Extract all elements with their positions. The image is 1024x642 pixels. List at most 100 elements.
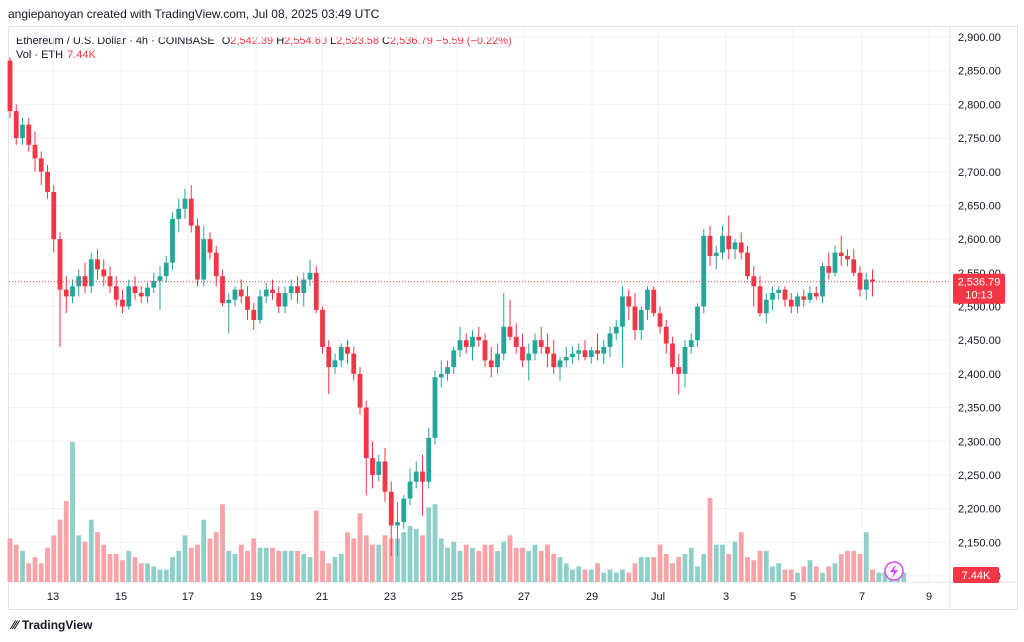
candle-body: [51, 191, 57, 240]
candle: [101, 259, 107, 287]
volume-bar: [413, 529, 419, 582]
volume-bar: [601, 572, 607, 582]
last-price-badge: [953, 273, 1005, 304]
low-value: 2,523.58: [336, 35, 379, 47]
candle-body: [188, 198, 194, 226]
candle: [463, 333, 469, 354]
price-axis: 2,100.002,150.002,200.002,250.002,300.00…: [958, 32, 1001, 583]
candle-body: [813, 293, 819, 297]
volume-bar: [588, 569, 594, 582]
volume-bar: [282, 550, 288, 582]
volume-bar: [745, 557, 750, 582]
candle-body: [320, 309, 325, 347]
price-tick-label: 2,900.00: [958, 32, 1001, 44]
volume-bars: [7, 442, 907, 582]
candle-body: [501, 326, 507, 354]
candle-body: [432, 377, 438, 438]
candle: [807, 286, 813, 304]
candle: [795, 293, 800, 314]
candle-body: [376, 461, 382, 475]
candle-body: [638, 309, 644, 331]
time-tick-label: 25: [451, 591, 463, 603]
candle-body: [257, 296, 263, 320]
candle: [95, 249, 100, 280]
volume-bar: [132, 557, 138, 582]
candle: [726, 215, 732, 260]
candle-body: [207, 239, 213, 253]
candle-body: [707, 235, 713, 256]
volume-bar: [45, 547, 50, 582]
volume-bar: [513, 547, 519, 582]
candle: [245, 286, 250, 320]
candle-body: [795, 296, 800, 307]
candle-body: [170, 218, 175, 263]
volume-bar: [138, 563, 144, 582]
candle-body: [351, 353, 357, 374]
candle-body: [57, 239, 63, 290]
price-tick-label: 2,650.00: [958, 200, 1001, 212]
candle: [145, 282, 150, 304]
candle-body: [607, 333, 613, 347]
candle: [763, 293, 769, 324]
price-tick-label: 2,800.00: [958, 99, 1001, 111]
volume-bar: [345, 532, 350, 582]
candle: [757, 276, 763, 317]
candle-body: [101, 269, 107, 277]
candle-body: [776, 289, 782, 294]
volume-bar: [238, 544, 244, 582]
candle: [607, 326, 613, 358]
time-tick-label: 9: [926, 591, 932, 603]
candle: [801, 289, 807, 307]
volume-bar: [851, 550, 857, 582]
candle: [657, 306, 663, 334]
volume-bar: [676, 557, 682, 582]
candle-body: [457, 340, 463, 351]
volume-bar: [376, 544, 382, 582]
candle: [182, 188, 188, 219]
time-tick-label: 3: [723, 591, 729, 603]
candle-body: [695, 306, 700, 341]
candle: [488, 346, 494, 378]
candle-body: [263, 289, 269, 297]
volume-bar: [263, 547, 269, 582]
volume-legend: Vol · ETH 7.44K: [16, 49, 96, 61]
volume-bar: [488, 544, 494, 582]
volume-bar: [338, 554, 344, 582]
volume-bar: [220, 504, 225, 582]
volume-bar: [832, 563, 838, 582]
volume-bar: [713, 544, 719, 582]
volume-bar: [426, 507, 432, 582]
volume-bar: [32, 557, 38, 582]
candle: [82, 262, 88, 294]
volume-bar: [738, 532, 744, 582]
tradingview-logo[interactable]: ⁄⁄⁄ TradingView: [12, 618, 92, 632]
volume-bar: [395, 538, 400, 582]
lightning-icon[interactable]: [884, 561, 904, 581]
volume-bar: [657, 544, 663, 582]
candle: [295, 276, 300, 304]
candle-body: [363, 407, 369, 459]
candle: [176, 198, 182, 233]
candle: [507, 299, 513, 341]
volume-bar: [613, 572, 619, 582]
candle-body: [563, 357, 569, 361]
grid-lines: [9, 27, 1018, 610]
candle: [832, 245, 838, 277]
volume-bar: [195, 544, 200, 582]
last-price-value: 2,536.79: [958, 277, 1001, 289]
volume-bar: [570, 569, 575, 582]
candle: [270, 279, 275, 300]
candle: [688, 333, 694, 354]
candle: [445, 360, 450, 381]
price-tick-label: 2,200.00: [958, 504, 1001, 516]
chart-frame[interactable]: [8, 26, 1018, 610]
price-tick-label: 2,400.00: [958, 369, 1001, 381]
candle: [338, 343, 344, 368]
candle-body: [26, 124, 32, 145]
candle: [870, 269, 875, 297]
candle: [26, 117, 32, 152]
candle: [207, 232, 213, 260]
candle: [220, 269, 225, 307]
